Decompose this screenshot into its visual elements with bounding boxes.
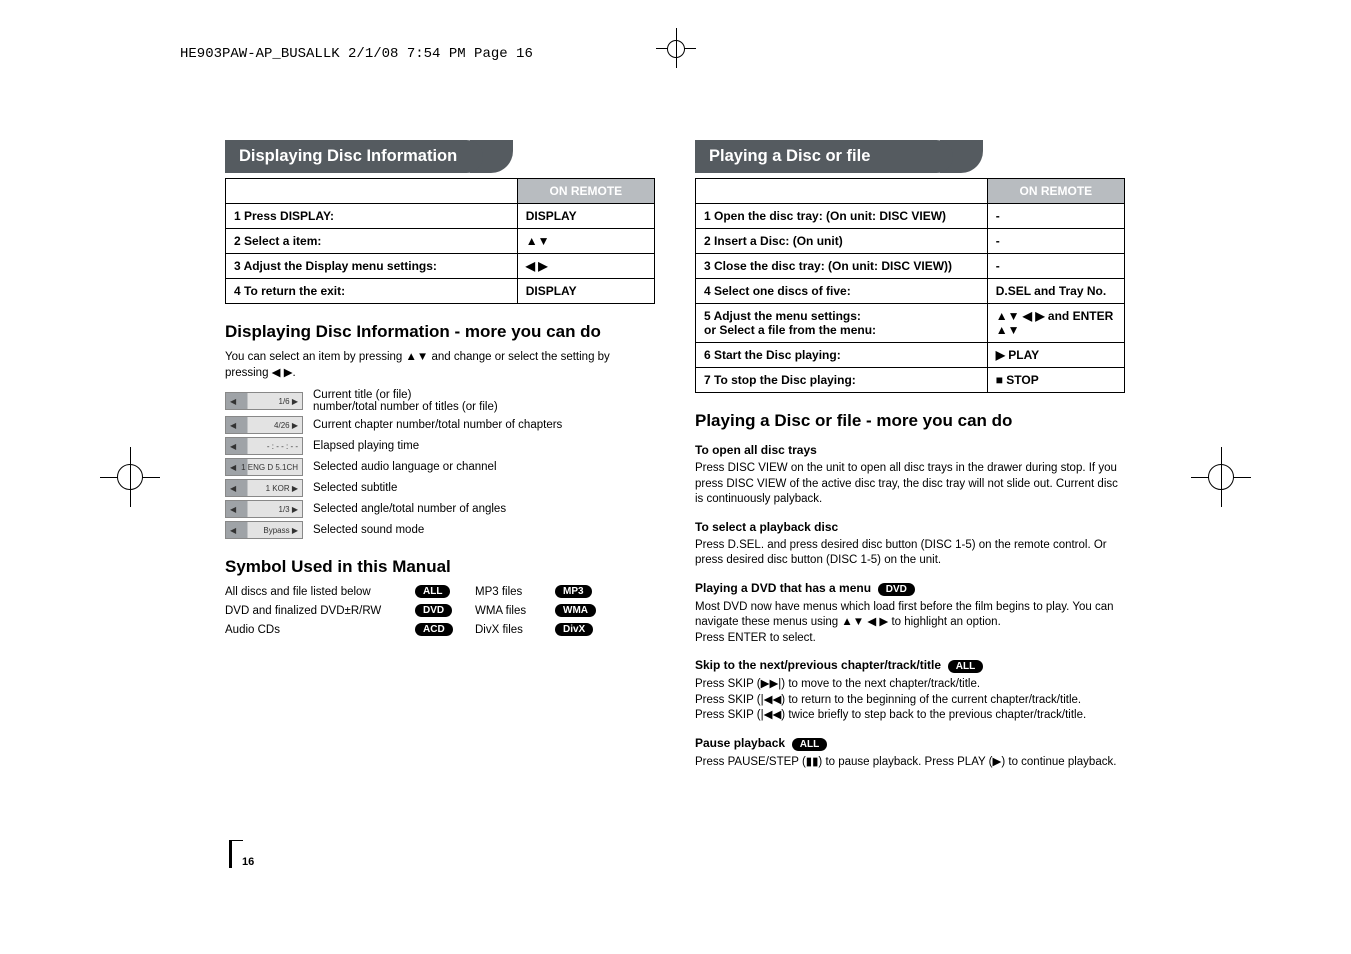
osd-row: ◀1/3 ▶Selected angle/total number of ang… xyxy=(225,500,655,518)
osd-chip: ◀- : - - : - - xyxy=(225,437,303,455)
sect-select-disc-body: Press D.SEL. and press desired disc butt… xyxy=(695,538,1125,569)
left-steps-table: ON REMOTE 1 Press DISPLAY:DISPLAY2 Selec… xyxy=(225,178,655,304)
right-steps-table: ON REMOTE 1 Open the disc tray: (On unit… xyxy=(695,178,1125,393)
format-pill: ALL xyxy=(415,585,450,598)
osd-row: ◀1 ENG D 5.1CHSelected audio language or… xyxy=(225,458,655,476)
osd-row: ◀4/26 ▶Current chapter number/total numb… xyxy=(225,416,655,434)
format-pill: DivX xyxy=(555,623,593,636)
table-row: 1 Press DISPLAY:DISPLAY xyxy=(226,204,655,229)
right-column: Playing a Disc or file ON REMOTE 1 Open … xyxy=(695,140,1125,860)
all-pill: ALL xyxy=(948,660,983,673)
osd-chip: ◀4/26 ▶ xyxy=(225,416,303,434)
table-row: 5 Adjust the menu settings:or Select a f… xyxy=(696,304,1125,343)
symbol-label: WMA files xyxy=(475,605,555,617)
crop-mark-right xyxy=(1191,447,1251,507)
left-subheading-1: Displaying Disc Information - more you c… xyxy=(225,322,655,342)
right-subheading-1: Playing a Disc or file - more you can do xyxy=(695,411,1125,431)
osd-chip: ◀1/3 ▶ xyxy=(225,500,303,518)
sect-open-trays-head: To open all disc trays xyxy=(695,443,1125,457)
osd-chip: ◀1 ENG D 5.1CH xyxy=(225,458,303,476)
sect-skip-head: Skip to the next/previous chapter/track/… xyxy=(695,658,1125,673)
format-pill: WMA xyxy=(555,604,596,617)
all-pill: ALL xyxy=(792,738,827,751)
left-subheading-2: Symbol Used in this Manual xyxy=(225,557,655,577)
table-row: 4 Select one discs of five:D.SEL and Tra… xyxy=(696,279,1125,304)
format-pill: ACD xyxy=(415,623,453,636)
osd-chip: ◀1/6 ▶ xyxy=(225,392,303,410)
osd-row: ◀1 KOR ▶Selected subtitle xyxy=(225,479,655,497)
sect-select-disc-head: To select a playback disc xyxy=(695,520,1125,534)
doc-header: HE903PAW-AP_BUSALLK 2/1/08 7:54 PM Page … xyxy=(180,46,533,62)
sect-pause-head: Pause playback ALL xyxy=(695,736,1125,751)
left-sub1-body: You can select an item by pressing ▲▼ an… xyxy=(225,350,655,381)
on-remote-header: ON REMOTE xyxy=(517,179,654,204)
left-section-title: Displaying Disc Information xyxy=(225,140,483,173)
dvd-pill: DVD xyxy=(878,583,915,596)
symbol-label: DVD and finalized DVD±R/RW xyxy=(225,605,415,617)
right-section-title: Playing a Disc or file xyxy=(695,140,953,173)
table-row: 2 Insert a Disc: (On unit)- xyxy=(696,229,1125,254)
sect-dvd-menu-body: Most DVD now have menus which load first… xyxy=(695,600,1125,647)
table-row: 2 Select a item:▲▼ xyxy=(226,229,655,254)
left-column: Displaying Disc Information ON REMOTE 1 … xyxy=(225,140,655,860)
osd-row: ◀1/6 ▶Current title (or file)number/tota… xyxy=(225,389,655,413)
sect-skip-body: Press SKIP (▶▶|) to move to the next cha… xyxy=(695,677,1125,724)
format-pill: MP3 xyxy=(555,585,592,598)
page-number: 16 xyxy=(229,840,254,868)
format-pill: DVD xyxy=(415,604,452,617)
table-row: 1 Open the disc tray: (On unit: DISC VIE… xyxy=(696,204,1125,229)
table-row: 4 To return the exit:DISPLAY xyxy=(226,279,655,304)
symbol-label: MP3 files xyxy=(475,586,555,598)
on-remote-header: ON REMOTE xyxy=(987,179,1124,204)
osd-chip: ◀Bypass ▶ xyxy=(225,521,303,539)
osd-chip: ◀1 KOR ▶ xyxy=(225,479,303,497)
sect-open-trays-body: Press DISC VIEW on the unit to open all … xyxy=(695,461,1125,508)
osd-row: ◀Bypass ▶Selected sound mode xyxy=(225,521,655,539)
crop-mark-left xyxy=(100,447,160,507)
sect-dvd-menu-head: Playing a DVD that has a menu DVD xyxy=(695,581,1125,596)
symbol-label: All discs and file listed below xyxy=(225,586,415,598)
osd-row: ◀- : - - : - -Elapsed playing time xyxy=(225,437,655,455)
symbol-label: DivX files xyxy=(475,624,555,636)
table-row: 3 Close the disc tray: (On unit: DISC VI… xyxy=(696,254,1125,279)
table-row: 6 Start the Disc playing:▶ PLAY xyxy=(696,343,1125,368)
symbol-label: Audio CDs xyxy=(225,624,415,636)
sect-pause-body: Press PAUSE/STEP (▮▮) to pause playback.… xyxy=(695,755,1125,771)
table-row: 7 To stop the Disc playing:■ STOP xyxy=(696,368,1125,393)
table-row: 3 Adjust the Display menu settings:◀ ▶ xyxy=(226,254,655,279)
